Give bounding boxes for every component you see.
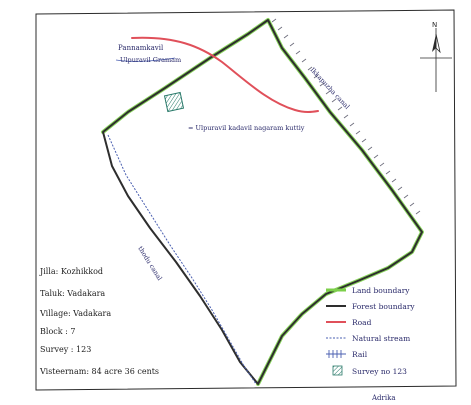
info-line-5: Survey : 123: [40, 345, 91, 354]
info-block: Jilla: Kozhikkod Taluk: Vadakara Village…: [39, 267, 159, 376]
legend-label-1: Land boundary: [352, 286, 410, 295]
road-label-underline: [115, 57, 176, 62]
north-arrow-icon: [420, 28, 452, 92]
rail-hatch: [271, 18, 421, 215]
legend: Land boundary Forest boundary Road Natur…: [326, 286, 415, 376]
info-line-3: Village: Vadakara: [39, 309, 111, 318]
info-line-6: Visteernam: 84 acre 36 cents: [39, 367, 159, 376]
legend-label-3: Road: [352, 318, 372, 327]
site-marker: [163, 91, 185, 113]
land-boundary: [101, 18, 424, 386]
legend-swatch-rail: [326, 350, 346, 358]
legend-swatch-site: [332, 365, 343, 376]
north-label: N: [432, 21, 437, 29]
signature: Adrika: [371, 394, 396, 402]
survey-boundary: [102, 19, 423, 385]
map-frame: [35, 9, 457, 391]
legend-label-6: Survey no 123: [352, 367, 407, 376]
legend-label-5: Rail: [352, 350, 368, 359]
stream-label: thodu canal: [136, 245, 163, 282]
road-line: [131, 36, 319, 113]
road-name-line2: Ulpuravil Gramam: [120, 56, 181, 64]
road-name-line1: Pannamkavil: [118, 44, 164, 52]
stream-line: [107, 134, 257, 385]
info-line-1: Jilla: Kozhikkod: [39, 267, 103, 276]
info-line-2: Taluk: Vadakara: [40, 289, 105, 298]
legend-label-2: Forest boundary: [352, 302, 415, 311]
info-line-4: Block : 7: [40, 327, 75, 336]
site-label: = Ulpuravil kadavil nagaram kuttiy: [188, 124, 305, 132]
legend-label-4: Natural stream: [352, 334, 410, 343]
